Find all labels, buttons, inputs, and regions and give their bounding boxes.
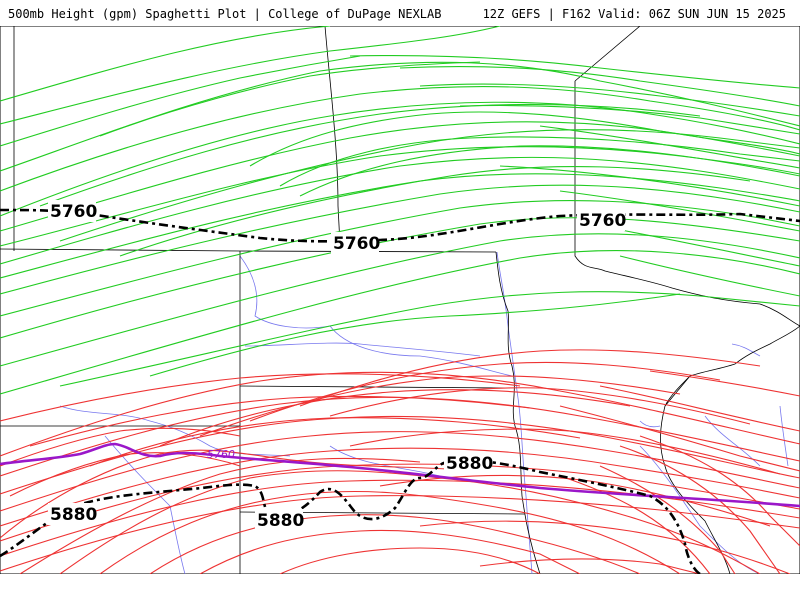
contour-label-5880: 5880 — [257, 511, 304, 531]
map-panel: 5760 5760 5760 5880 5880 5880 5760 — [0, 26, 800, 574]
contour-label-5760: 5760 — [333, 234, 380, 254]
contour-labels: 5760 5760 5760 5880 5880 5880 5760 — [48, 200, 626, 531]
contour-label-5760: 5760 — [579, 211, 626, 231]
bottom-margin — [0, 574, 800, 600]
ensemble-members-5880 — [0, 349, 800, 574]
plot-title: 500mb Height (gpm) Spaghetti Plot | Coll… — [8, 7, 442, 21]
ensemble-members-5760 — [0, 26, 800, 395]
climo-5760-contour — [0, 442, 800, 508]
contour-label-5880: 5880 — [446, 454, 493, 474]
climo-contour-label: 5760 — [207, 448, 235, 461]
title-bar: 500mb Height (gpm) Spaghetti Plot | Coll… — [0, 0, 800, 26]
map-canvas: 5760 5760 5760 5880 5880 5880 5760 — [0, 26, 800, 574]
run-valid-time: 12Z GEFS | F162 Valid: 06Z SUN JUN 15 20… — [482, 7, 786, 21]
contour-label-5880: 5880 — [50, 505, 97, 525]
contour-label-5760: 5760 — [50, 202, 97, 222]
